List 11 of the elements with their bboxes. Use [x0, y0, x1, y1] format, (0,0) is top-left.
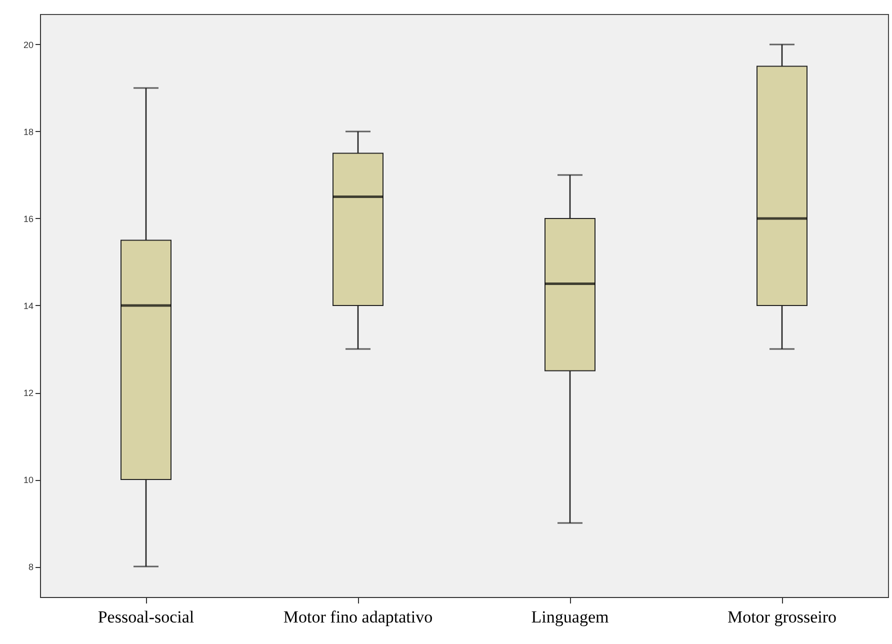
x-tick-label: Linguagem: [531, 608, 609, 626]
y-tick-label: 18: [23, 126, 34, 137]
y-tick-label: 20: [23, 40, 34, 50]
y-tick-label: 12: [23, 388, 34, 398]
y-tick-label: 10: [23, 475, 34, 486]
y-tick-label: 8: [28, 562, 34, 572]
y-tick-label: 16: [23, 214, 34, 224]
x-tick-label: Motor fino adaptativo: [283, 608, 433, 626]
y-tick-label: 14: [23, 301, 34, 311]
x-tick-label: Pessoal-social: [98, 608, 194, 626]
x-tick-label: Motor grosseiro: [727, 608, 837, 626]
